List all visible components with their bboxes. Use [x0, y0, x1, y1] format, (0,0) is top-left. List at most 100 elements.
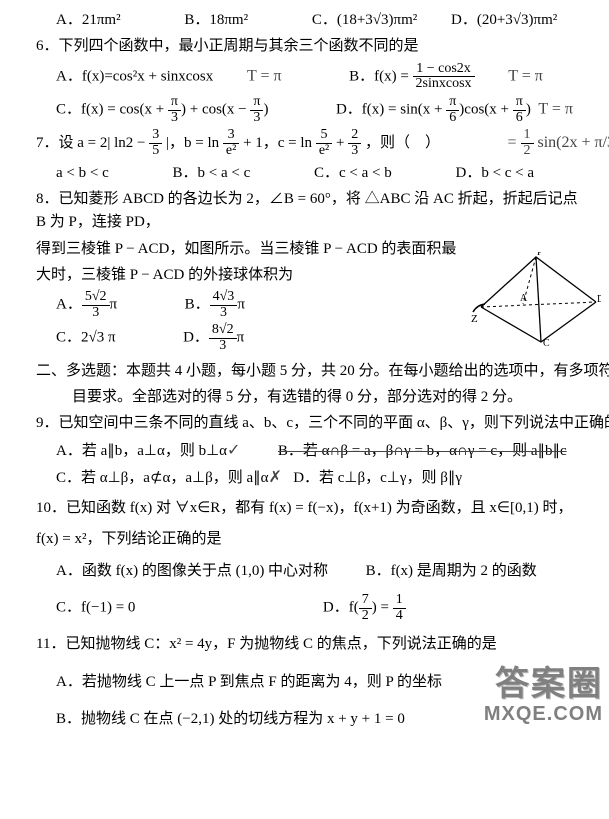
q8-tetrahedron-diagram: P A D C Z: [471, 252, 601, 347]
n: 5√2: [82, 290, 110, 306]
d: 3: [209, 339, 237, 354]
d: 3: [168, 111, 181, 126]
q6-optD-f1: π6: [446, 95, 459, 125]
q8-line1: 8．已知菱形 ABCD 的各边长为 2，∠B = 60°，将 △ABC 沿 AC…: [36, 188, 591, 235]
n: π: [446, 95, 459, 111]
d: e²: [223, 144, 239, 159]
q8-optB-pre: B．: [185, 297, 210, 313]
d: 3: [82, 306, 110, 321]
q7-mid1: |，b = ln: [162, 135, 223, 151]
d: 2: [359, 609, 372, 624]
q10-fD2: 14: [393, 593, 406, 623]
q6-optA: A．f(x)=cos²x + sinxcosx: [56, 68, 213, 84]
label-A: A: [520, 293, 528, 304]
q7-pre: 7．设 a = 2| ln2 −: [36, 135, 149, 151]
q6-optC-f1: π3: [168, 95, 181, 125]
q8-optD-pre: D．: [183, 330, 209, 346]
d: 3: [250, 111, 263, 126]
q7-fc: 5e²: [316, 128, 332, 158]
q5-optC: C．(18+3√3)πm²: [312, 12, 417, 28]
section2-title: 二、多选题：本题共 4 小题，每小题 5 分，共 20 分。在每小题给出的选项中…: [36, 360, 591, 383]
frac-den: 2sinxcosx: [413, 77, 475, 92]
d: 2: [521, 144, 534, 159]
label-P: P: [537, 252, 543, 258]
section2-title2: 目要求。全部选对的得 5 分，有选错的得 0 分，部分选对的得 2 分。: [36, 386, 591, 409]
q6-optC-mid: ) + cos(x −: [181, 102, 250, 118]
q6-stem: 6．下列四个函数中，最小正周期与其余三个函数不同的是: [36, 35, 591, 58]
q5-optD: D．(20+3√3)πm²: [451, 12, 557, 28]
q9-handA: ✓: [227, 442, 240, 459]
n: 3: [223, 128, 239, 144]
q6-optD-f2: π6: [513, 95, 526, 125]
q7-mid3: +: [332, 135, 348, 151]
q11-stem: 11．已知抛物线 C：x² = 4y，F 为抛物线 C 的焦点，下列说法正确的是: [36, 633, 591, 656]
q9-optB-strike: B．若 α∩β = a，β∩γ = b，α∩γ = c，则 a∥b∥c: [278, 442, 567, 459]
q8-fD: 8√23: [209, 323, 237, 353]
q6-optD-pre: D．f(x) = sin(x +: [336, 102, 446, 118]
q9-optB: B．若 α∩β = a，β∩γ = b，α∩γ = c，则 a∥b∥c: [278, 443, 567, 459]
q10-stem: 10．已知函数 f(x) 对 ∀x∈R，都有 f(x) = f(−x)，f(x+…: [36, 497, 591, 520]
n: 1: [393, 593, 406, 609]
q8-optA-pre: A．: [56, 297, 82, 313]
d: 4: [393, 609, 406, 624]
q9-optC: C．若 α⊥β，a⊄α，a⊥β，则 a∥α: [56, 470, 269, 486]
q7-stem: 7．设 a = 2| ln2 − 35 |，b = ln 3e² + 1，c =…: [36, 128, 591, 159]
q10-fD1: 72: [359, 593, 372, 623]
q6-line1: A．f(x)=cos²x + sinxcosx T = π B．f(x) = 1…: [36, 62, 591, 92]
watermark-url: MXQE.COM: [484, 703, 603, 725]
q6-optC-pre: C．f(x) = cos(x +: [56, 102, 168, 118]
q5-options: A．21πm² B．18πm² C．(18+3√3)πm² D．(20+3√3)…: [36, 9, 591, 32]
q8-optD-post: π: [237, 330, 245, 346]
q10-optC: C．f(−1) = 0: [56, 600, 135, 616]
d: 5: [149, 144, 162, 159]
q7-optA: a < b < c: [56, 165, 109, 181]
f: 12: [521, 128, 534, 158]
q7-fc2: 23: [348, 128, 361, 158]
q10-line2: C．f(−1) = 0 D．f(72) = 14: [36, 593, 591, 623]
q10-optB: B．f(x) 是周期为 2 的函数: [366, 563, 537, 579]
d: 3: [348, 144, 361, 159]
edge: [536, 257, 541, 342]
q9-handC: ✗: [269, 469, 282, 486]
q7-fb: 3e²: [223, 128, 239, 158]
q6-hand-eq: = 12 sin(2x + π/3): [507, 134, 609, 151]
n: π: [168, 95, 181, 111]
pre: =: [507, 134, 520, 151]
q7-optD: D．b < c < a: [455, 165, 534, 181]
q5-optA: A．21πm²: [56, 12, 121, 28]
q8-fA: 5√23: [82, 290, 110, 320]
n: 3: [149, 128, 162, 144]
q10-stem2: f(x) = x²，下列结论正确的是: [36, 528, 591, 551]
n: 7: [359, 593, 372, 609]
q6-optB-frac: 1 − cos2x 2sinxcosx: [413, 62, 475, 92]
q6-line2: C．f(x) = cos(x + π3) + cos(x − π3) D．f(x…: [36, 95, 591, 125]
q9-line1: A．若 a∥b，a⊥α，则 b⊥α✓ B．若 α∩β = a，β∩γ = b，α…: [36, 439, 591, 464]
q7-post: ，则（ ）: [361, 135, 440, 151]
d: e²: [316, 144, 332, 159]
q8-optB-post: π: [237, 297, 245, 313]
q8-optC: C．2√3 π: [56, 330, 116, 346]
n: 2: [348, 128, 361, 144]
n: 4√3: [210, 290, 238, 306]
q10-optA: A．函数 f(x) 的图像关于点 (1,0) 中心对称: [56, 563, 328, 579]
q9-optA: A．若 a∥b，a⊥α，则 b⊥α: [56, 443, 227, 459]
n: 8√2: [209, 323, 237, 339]
q6-optB-pre: B．f(x) =: [349, 68, 412, 84]
q6-optD-post: ): [526, 102, 531, 118]
q10-optD-mid: ) =: [372, 600, 393, 616]
q6-hand-B: T = π: [508, 67, 543, 84]
q9-line2: C．若 α⊥β，a⊄α，a⊥β，则 a∥α✗ D．若 c⊥β，c⊥γ，则 β∥γ: [36, 466, 591, 491]
q6-optC-f2: π3: [250, 95, 263, 125]
q8-fB: 4√33: [210, 290, 238, 320]
d: 6: [513, 111, 526, 126]
label-C: C: [543, 338, 550, 347]
q7-fa: 35: [149, 128, 162, 158]
q10-optD-pre: D．f(: [323, 600, 359, 616]
frac-num: 1 − cos2x: [413, 62, 475, 78]
q6-optD-mid: )cos(x +: [459, 102, 512, 118]
q9-stem: 9．已知空间中三条不同的直线 a、b、c，三个不同的平面 α、β、γ，则下列说法…: [36, 412, 591, 435]
q6-hand-A: T = π: [247, 67, 282, 84]
d: 6: [446, 111, 459, 126]
q7-optB: B．b < a < c: [172, 165, 250, 181]
q8-optA-post: π: [110, 297, 118, 313]
